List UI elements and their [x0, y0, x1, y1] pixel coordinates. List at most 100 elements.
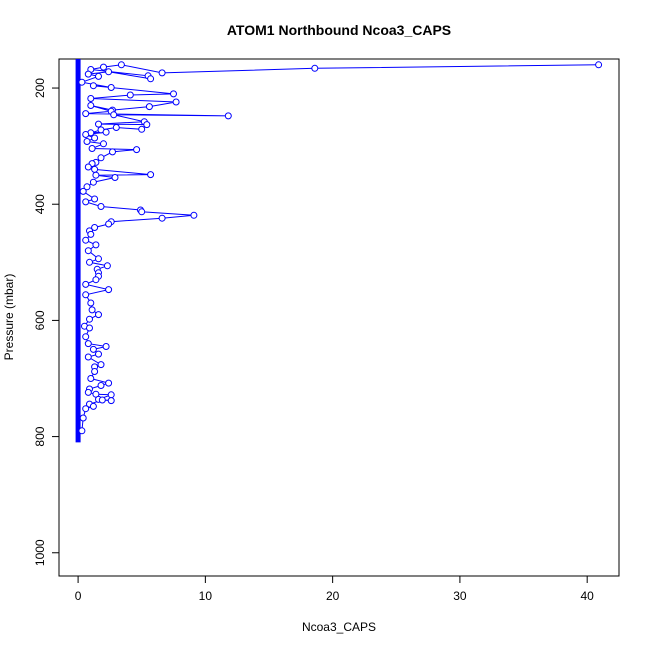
y-tick-label: 400	[33, 194, 47, 214]
data-point	[79, 187, 87, 195]
data-point	[172, 98, 180, 106]
data-point	[88, 306, 96, 314]
data-point	[87, 102, 95, 109]
data-point	[111, 174, 119, 181]
data-point	[97, 154, 105, 162]
data-point	[87, 95, 95, 102]
data-point	[86, 324, 93, 332]
data-point	[95, 120, 102, 128]
data-point	[92, 171, 100, 179]
data-point	[82, 236, 90, 244]
data-point	[82, 198, 90, 206]
data-point	[83, 138, 91, 145]
data-point	[82, 291, 90, 299]
data-point	[133, 146, 141, 154]
data-point	[84, 247, 92, 255]
data-point	[105, 220, 113, 228]
data-point	[82, 110, 90, 118]
data-point	[89, 178, 97, 186]
data-point	[91, 134, 99, 142]
data-point	[89, 402, 97, 410]
data-point	[595, 61, 603, 69]
data-point	[100, 63, 107, 71]
x-axis: 0 10 20 30 40	[75, 575, 595, 603]
data-point	[158, 214, 166, 222]
data-point	[91, 165, 99, 173]
data-point	[89, 345, 97, 353]
data-point	[105, 379, 113, 387]
data-point	[87, 375, 95, 382]
data-point	[145, 103, 153, 111]
data-point	[109, 148, 116, 156]
data-point	[143, 121, 151, 129]
y-tick-label: 800	[33, 426, 47, 446]
x-tick-label: 20	[326, 589, 340, 603]
data-point	[190, 211, 198, 219]
data-point	[147, 171, 155, 179]
data-point	[105, 68, 113, 76]
data-point	[117, 61, 125, 69]
data-point	[86, 258, 93, 266]
data-point	[84, 340, 92, 348]
data-point	[84, 70, 92, 78]
plot-frame	[58, 58, 620, 577]
data-point	[98, 396, 106, 404]
data-point	[107, 397, 115, 405]
data-point	[92, 276, 100, 284]
data-point	[78, 427, 86, 435]
data-point	[97, 382, 105, 389]
data-point	[170, 90, 177, 98]
data-point	[102, 343, 110, 350]
data-point	[83, 183, 91, 191]
data-point	[105, 286, 113, 294]
data-point	[107, 391, 115, 399]
data-point	[91, 368, 99, 375]
y-tick-label: 1000	[33, 539, 47, 566]
y-tick-label: 600	[33, 310, 47, 330]
x-tick-label: 0	[75, 589, 82, 603]
data-point	[87, 299, 95, 307]
y-tick-label: 200	[33, 78, 47, 98]
x-tick-label: 10	[199, 589, 213, 603]
data-point	[107, 84, 115, 91]
data-point	[82, 280, 90, 288]
data-point	[95, 72, 102, 80]
data-point	[95, 255, 102, 263]
data-point	[91, 224, 99, 231]
data-point	[126, 91, 134, 99]
data-point	[82, 405, 90, 413]
series-line	[79, 64, 599, 431]
x-tick-label: 40	[581, 589, 595, 603]
data-point	[103, 262, 111, 270]
data-point	[89, 82, 97, 90]
data-point	[95, 350, 102, 358]
data-point	[138, 208, 146, 216]
data-point	[82, 131, 90, 138]
data-point	[97, 203, 105, 210]
data-point	[95, 311, 102, 319]
data-point	[100, 140, 107, 148]
data-point	[158, 69, 166, 77]
data-point	[79, 414, 87, 422]
x-axis-label: Ncoa3_CAPS	[302, 620, 376, 634]
data-point	[224, 112, 232, 120]
data-point	[97, 361, 105, 369]
data-point	[112, 124, 120, 131]
x-tick-label: 30	[453, 589, 467, 603]
data-point	[84, 353, 92, 361]
data-point	[86, 315, 93, 323]
data-point	[88, 145, 96, 152]
data-point	[84, 388, 92, 396]
data-point	[82, 333, 90, 341]
data-point	[87, 230, 95, 238]
data-point	[92, 241, 100, 249]
y-axis: 200 400 600 800 1000	[33, 78, 60, 566]
data-point	[147, 75, 155, 83]
data-point	[91, 195, 99, 203]
y-axis-label: Pressure (mbar)	[2, 274, 16, 361]
data-point	[102, 128, 110, 136]
data-point	[84, 163, 92, 171]
data-point	[311, 64, 319, 72]
series-layer	[75, 59, 603, 443]
